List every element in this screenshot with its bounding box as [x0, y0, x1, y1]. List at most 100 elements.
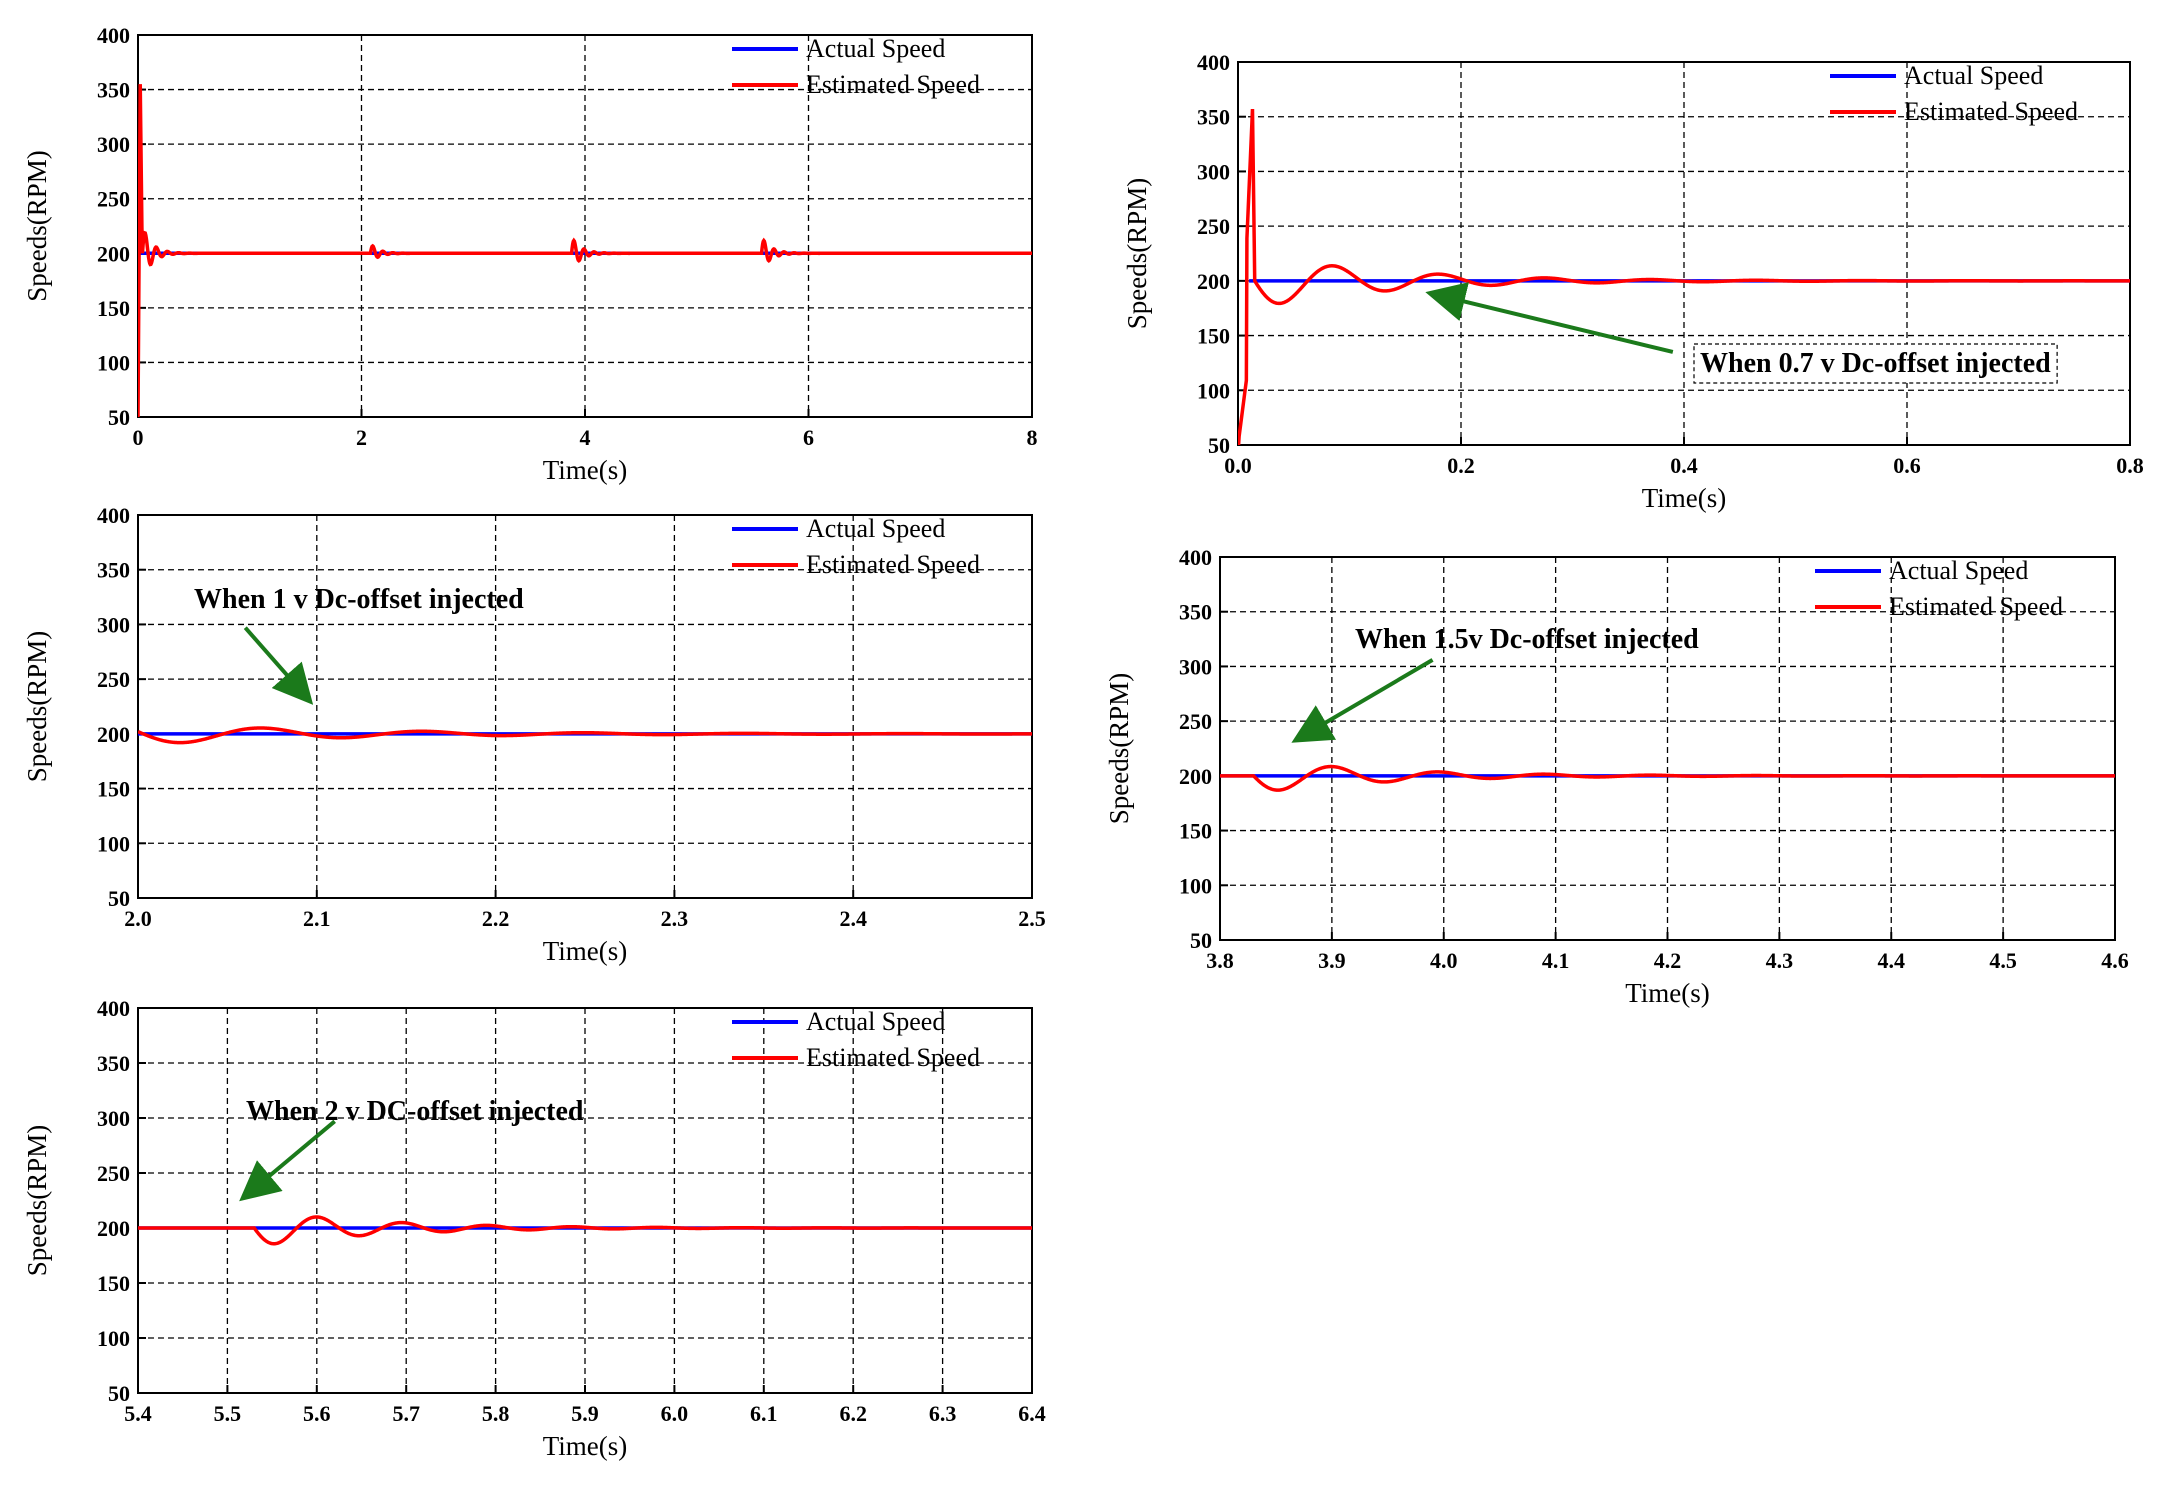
y-tick-label: 250	[97, 1161, 130, 1186]
annotation-text: When 0.7 v Dc-offset injected	[1700, 348, 2051, 379]
x-tick-label: 4.6	[2101, 948, 2129, 973]
annotation-text: When 1 v Dc-offset injected	[194, 584, 524, 615]
y-axis-label: Speeds(RPM)	[22, 150, 52, 302]
y-tick-label: 50	[108, 405, 130, 430]
x-tick-label: 6.0	[661, 1401, 689, 1426]
x-tick-label: 2.2	[482, 906, 510, 931]
y-tick-label: 300	[97, 132, 130, 157]
y-tick-label: 300	[97, 1106, 130, 1131]
x-tick-label: 5.6	[303, 1401, 331, 1426]
series-estimated-line	[1220, 764, 2115, 792]
x-tick-label: 0.4	[1670, 453, 1698, 478]
y-tick-label: 100	[1197, 378, 1230, 403]
chart-full: 0 2 4 6 8 50 100 150 200 250 300 350 400 Time(s) Speed…	[22, 23, 1038, 485]
annotation-arrow	[243, 626, 314, 705]
annotation-text: When 1.5v Dc-offset injected	[1355, 624, 1699, 655]
y-tick-label: 300	[1197, 159, 1230, 184]
y-tick-label: 350	[97, 1051, 130, 1076]
annotation-arrow	[1291, 658, 1434, 743]
y-tick-label: 100	[97, 350, 130, 375]
y-tick-label: 200	[1197, 269, 1230, 294]
y-tick-label: 150	[1197, 324, 1230, 349]
y-tick-label: 250	[97, 667, 130, 692]
x-tick-label: 2.1	[303, 906, 331, 931]
x-axis-label: Time(s)	[1625, 978, 1710, 1008]
x-tick-label: 0.2	[1447, 453, 1475, 478]
y-tick-label: 250	[1197, 214, 1230, 239]
y-tick-label: 350	[1197, 105, 1230, 130]
x-tick-label: 0.6	[1893, 453, 1921, 478]
x-tick-label: 6	[803, 425, 814, 450]
x-tick-label: 5.7	[392, 1401, 420, 1426]
y-tick-label: 100	[1179, 873, 1212, 898]
x-tick-label: 8	[1027, 425, 1038, 450]
y-tick-label: 50	[1190, 928, 1212, 953]
annotation-box	[1693, 343, 2058, 384]
annotation-arrow	[1425, 282, 1674, 354]
x-tick-label: 6.3	[929, 1401, 957, 1426]
x-tick-label: 0.0	[1224, 453, 1252, 478]
y-tick-label: 150	[97, 1271, 130, 1296]
legend-label-estimated: Estimated Speed	[806, 550, 980, 579]
y-tick-label: 150	[1179, 819, 1212, 844]
chart-offset2: 5.4 5.5 5.6 5.7 5.8 5.9 6.0 6.1 6.2 6.3 6.4 50 100 15…	[22, 996, 1046, 1461]
x-tick-label: 5.9	[571, 1401, 599, 1426]
y-tick-label: 400	[97, 23, 130, 48]
x-axis-label: Time(s)	[1642, 483, 1727, 513]
legend-label-actual: Actual Speed	[806, 1007, 945, 1036]
legend-label-actual: Actual Speed	[806, 34, 945, 63]
y-tick-label: 200	[97, 1216, 130, 1241]
y-tick-label: 200	[97, 722, 130, 747]
legend-label-actual: Actual Speed	[806, 514, 945, 543]
y-tick-label: 150	[97, 296, 130, 321]
x-tick-label: 6.2	[839, 1401, 867, 1426]
x-tick-label: 2.5	[1018, 906, 1046, 931]
y-tick-label: 400	[97, 996, 130, 1021]
x-axis-label: Time(s)	[543, 455, 628, 485]
x-tick-label: 0.8	[2116, 453, 2144, 478]
chart-offset15: 3.8 3.9 4.0 4.1 4.2 4.3 4.4 4.5 4.6 50 100 150 200 25…	[1104, 545, 2129, 1008]
legend-label-estimated: Estimated Speed	[1904, 97, 2078, 126]
x-tick-label: 0	[133, 425, 144, 450]
x-tick-label: 3.9	[1318, 948, 1346, 973]
y-tick-label: 200	[97, 241, 130, 266]
y-tick-label: 250	[97, 187, 130, 212]
y-tick-label: 400	[1197, 50, 1230, 75]
chart-offset1: 2.0 2.1 2.2 2.3 2.4 2.5 50 100 150 200 250 300 350 40…	[22, 503, 1046, 966]
x-axis-label: Time(s)	[543, 1431, 628, 1461]
x-axis-label: Time(s)	[543, 936, 628, 966]
x-tick-label: 4.1	[1542, 948, 1570, 973]
legend-label-estimated: Estimated Speed	[1889, 592, 2063, 621]
x-tick-label: 4.3	[1766, 948, 1794, 973]
y-tick-label: 50	[108, 886, 130, 911]
series-estimated-line	[1238, 108, 2130, 445]
legend-label-estimated: Estimated Speed	[806, 1043, 980, 1072]
series-estimated-line	[138, 726, 1032, 745]
x-tick-label: 6.4	[1018, 1401, 1046, 1426]
y-tick-label: 350	[97, 78, 130, 103]
y-tick-label: 300	[1179, 654, 1212, 679]
x-tick-label: 5.4	[124, 1401, 152, 1426]
y-tick-label: 50	[1208, 433, 1230, 458]
legend-label-actual: Actual Speed	[1904, 61, 2043, 90]
y-tick-label: 200	[1179, 764, 1212, 789]
y-axis-label: Speeds(RPM)	[22, 631, 52, 783]
chart-startup: 0.0 0.2 0.4 0.6 0.8 50 100 150 200 250 300 350 400 Ti…	[1122, 50, 2144, 513]
y-axis-label: Speeds(RPM)	[1122, 178, 1152, 330]
y-tick-label: 100	[97, 831, 130, 856]
x-tick-label: 2.0	[124, 906, 152, 931]
series-estimated-line	[138, 84, 1032, 417]
annotation-arrow	[239, 1119, 336, 1202]
y-tick-label: 300	[97, 612, 130, 637]
y-tick-label: 50	[108, 1381, 130, 1406]
x-tick-label: 2.4	[839, 906, 867, 931]
y-axis-label: Speeds(RPM)	[1104, 673, 1134, 825]
x-tick-label: 4.0	[1430, 948, 1458, 973]
x-tick-label: 2	[356, 425, 367, 450]
x-tick-label: 3.8	[1206, 948, 1234, 973]
y-axis-label: Speeds(RPM)	[22, 1125, 52, 1277]
x-tick-label: 4.2	[1654, 948, 1682, 973]
x-tick-label: 4	[580, 425, 591, 450]
y-tick-label: 350	[1179, 600, 1212, 625]
